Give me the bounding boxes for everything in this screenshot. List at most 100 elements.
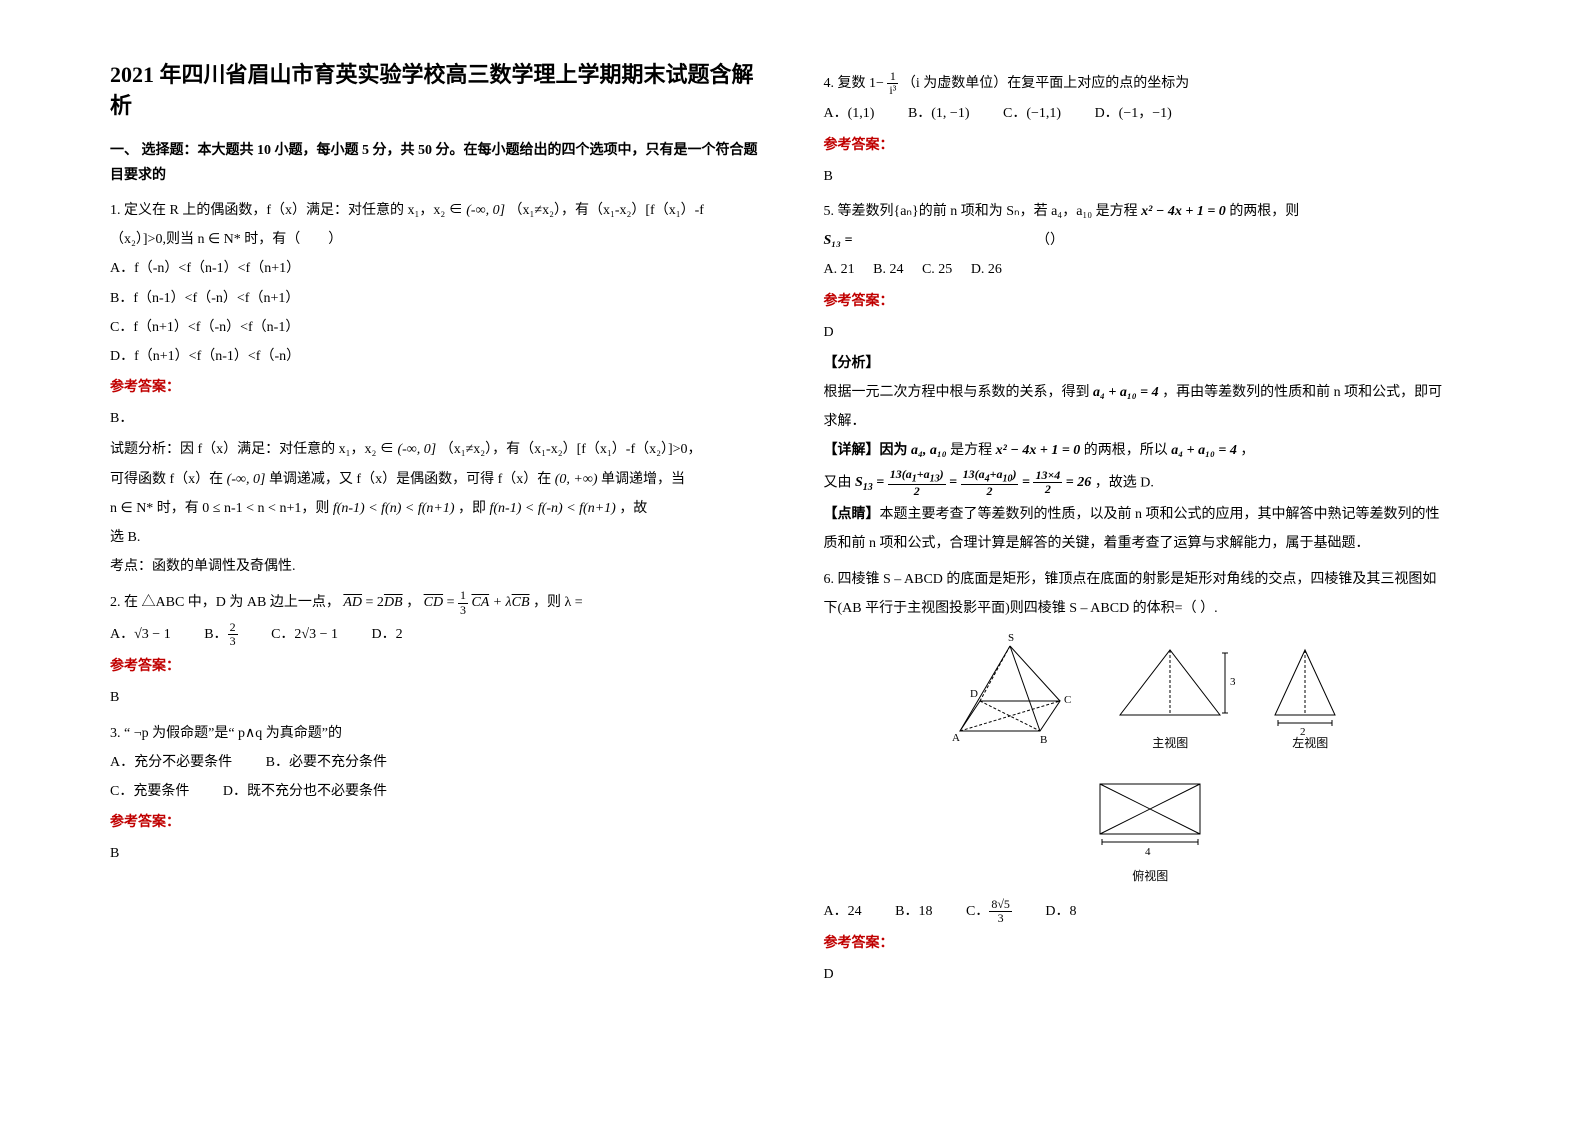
q6-left-view: 2 左视图	[1260, 635, 1360, 754]
q6-top-view-label: 俯视图	[1080, 866, 1220, 888]
q6-optB: B．18	[895, 899, 932, 924]
q2-optA-val: √3 − 1	[134, 627, 171, 642]
q5-ana1-end: ，再由等差数列的性质和前 n 项和公式，即可	[1162, 385, 1442, 400]
q4-answer: B	[824, 164, 1478, 189]
svg-text:4: 4	[1145, 846, 1151, 858]
document-title: 2021 年四川省眉山市育英实验学校高三数学理上学期期末试题含解析	[110, 60, 764, 122]
q5-ana2-sum: a₄ + a₁₀ = 4	[1171, 443, 1237, 458]
q5-ana3-end: ，故选 D.	[1095, 475, 1154, 490]
q3-optC: C．充要条件	[110, 779, 189, 804]
q5-ana2-pre: 【详解】因为	[824, 443, 908, 458]
q1-option-c: C．f（n+1）<f（-n）<f（n-1）	[110, 315, 764, 340]
q1-analysis-6: 考点：函数的单调性及奇偶性.	[110, 554, 764, 579]
q1-analysis-5: 选 B.	[110, 525, 764, 550]
q1-interval-1: (-∞, 0]	[466, 203, 505, 218]
q1-option-d: D．f（n+1）<f（n-1）<f（-n）	[110, 344, 764, 369]
q5-optC: C. 25	[922, 257, 952, 282]
q4-optD: D．(−1，−1)	[1095, 101, 1172, 126]
q2-optB-pre: B．	[204, 627, 227, 642]
q5-stem-pre: 5. 等差数列{aₙ}的前 n 项和为 Sₙ，若 a₄，a₁₀ 是方程	[824, 204, 1138, 219]
q4-optC: C．(−1,1)	[1003, 101, 1061, 126]
q5-ana1-eq: a₄ + a₁₀ = 4	[1093, 385, 1159, 400]
q5-ana3-eq: S13 = 13(a1+a13)2 = 13(a4+a10)2 = 13×42 …	[855, 475, 1095, 490]
q5-ana1b: 求解．	[824, 409, 1478, 434]
q2-eq1r: = 2DB	[366, 595, 403, 610]
q1-analysis-3end: 单调递增，当	[601, 472, 685, 487]
q5-s13: S₁₃ =	[824, 233, 853, 248]
q5-stem-mid: 的两根，则	[1229, 204, 1299, 219]
q5-ana2-mid1: 是方程	[950, 443, 992, 458]
q1-analysis-3a: 可得函数 f（x）在	[110, 472, 223, 487]
q5-ana2-end: ，	[1240, 443, 1254, 458]
q5-optB: B. 24	[873, 257, 903, 282]
question-2: 2. 在 △ABC 中，D 为 AB 边上一点， AD = 2DB ， CD =…	[110, 589, 764, 710]
question-6: 6. 四棱锥 S – ABCD 的底面是矩形，锥顶点在底面的射影是矩形对角线的交…	[824, 567, 1478, 988]
q2-optA-pre: A．	[110, 627, 134, 642]
q3-optD: D．既不充分也不必要条件	[223, 779, 387, 804]
q4-stem-pre: 4. 复数 1−	[824, 76, 884, 91]
q1-analysis-4end: ，故	[619, 501, 647, 516]
q6-answer: D	[824, 962, 1478, 987]
q6-optC-frac: 8√53	[989, 898, 1012, 925]
q1-analysis-3mid: 单调递减，又 f（x）是偶函数，可得 f（x）在	[269, 472, 551, 487]
q5-ana1: 根据一元二次方程中根与系数的关系，得到	[824, 385, 1090, 400]
q5-optD: D. 26	[971, 257, 1002, 282]
q6-left-view-label: 左视图	[1260, 733, 1360, 755]
q2-optD-pre: D．	[372, 627, 396, 642]
right-column: 4. 复数 1− 1i³ （i 为虚数单位）在复平面上对应的点的坐标为 A．(1…	[794, 60, 1508, 1074]
q1-analysis-1a: 试题分析：因 f（x）满足：对任意的 x₁，x₂ ∈	[110, 442, 394, 457]
q6-ref-label: 参考答案：	[824, 931, 1478, 956]
q3-optA: A．充分不必要条件	[110, 750, 232, 775]
q1-analysis-1b: （x₁≠x₂），有（x₁-x₂）[f（x₁）-f（x₂）]>0，	[440, 442, 702, 457]
svg-text:S: S	[1008, 632, 1014, 644]
svg-text:C: C	[1064, 694, 1071, 706]
q6-pyramid-diagram: S A B C D	[940, 631, 1080, 759]
q1-analysis-4f2: f(n-1) < f(-n) < f(n+1)	[490, 501, 616, 516]
q4-ref-label: 参考答案：	[824, 133, 1478, 158]
question-4: 4. 复数 1− 1i³ （i 为虚数单位）在复平面上对应的点的坐标为 A．(1…	[824, 70, 1478, 189]
q1-stem-part3: （x₂）]>0,则当 n ∈ N* 时，有（ ）	[110, 227, 764, 252]
q5-answer: D	[824, 320, 1478, 345]
q2-vec-AD: AD	[343, 595, 362, 610]
section-1-heading: 一、 选择题：本大题共 10 小题，每小题 5 分，共 50 分。在每小题给出的…	[110, 138, 764, 188]
question-3: 3. “ ¬p 为假命题”是“ p∧q 为真命题”的 A．充分不必要条件 B．必…	[110, 721, 764, 867]
q6-stem1: 6. 四棱锥 S – ABCD 的底面是矩形，锥顶点在底面的射影是矩形对角线的交…	[824, 567, 1478, 592]
q3-optB: B．必要不充分条件	[266, 750, 387, 775]
q6-optA: A．24	[824, 899, 862, 924]
q1-stem-part2: （x₁≠x₂），有（x₁-x₂）[f（x₁）-f	[509, 203, 704, 218]
q6-optD: D．8	[1045, 899, 1076, 924]
q4-stem-mid: （i 为虚数单位）在复平面上对应的点的坐标为	[902, 76, 1189, 91]
q2-optC-val: 2√3 − 1	[294, 627, 338, 642]
q1-analysis-int1: (-∞, 0]	[227, 472, 266, 487]
q5-ref-label: 参考答案：	[824, 289, 1478, 314]
question-5: 5. 等差数列{aₙ}的前 n 项和为 Sₙ，若 a₄，a₁₀ 是方程 x² −…	[824, 199, 1478, 557]
q2-vec-CD: CD	[424, 595, 443, 610]
q2-optB-frac: 23	[228, 621, 238, 648]
svg-text:B: B	[1040, 734, 1047, 746]
q6-top-view: 4 俯视图	[1080, 769, 1220, 888]
q1-analysis-4f1: f(n-1) < f(n) < f(n+1)	[333, 501, 455, 516]
left-column: 2021 年四川省眉山市育英实验学校高三数学理上学期期末试题含解析 一、 选择题…	[80, 60, 794, 1074]
q1-answer: B．	[110, 406, 764, 431]
question-1: 1. 定义在 R 上的偶函数，f（x）满足：对任意的 x₁，x₂ ∈ (-∞, …	[110, 198, 764, 579]
q2-stem: 2. 在 △ABC 中，D 为 AB 边上一点，	[110, 595, 340, 610]
q4-frac: 1i³	[887, 70, 898, 97]
q1-analysis-int2: (0, +∞)	[555, 472, 598, 487]
q5-ana2-eq: x² − 4x + 1 = 0	[996, 443, 1081, 458]
q3-answer: B	[110, 841, 764, 866]
q4-optB: B．(1, −1)	[908, 101, 970, 126]
q1-option-b: B．f（n-1）<f（-n）<f（n+1）	[110, 286, 764, 311]
q5-ana4: 本题主要考查了等差数列的性质，以及前 n 项和公式的应用，其中解答中熟记等差数列…	[880, 507, 1440, 522]
pyramid-svg: S A B C D	[940, 631, 1080, 751]
q4-optA: A．(1,1)	[824, 101, 875, 126]
svg-text:D: D	[970, 688, 978, 700]
q2-optC-pre: C．	[271, 627, 294, 642]
q1-analysis-4mid: ，即	[458, 501, 486, 516]
q2-answer: B	[110, 685, 764, 710]
q3-stem: 3. “ ¬p 为假命题”是“ p∧q 为真命题”的	[110, 721, 764, 746]
q6-stem2: 下(AB 平行于主视图投影平面)则四棱锥 S – ABCD 的体积=（ ）.	[824, 596, 1478, 621]
q2-optD-val: 2	[396, 627, 403, 642]
q2-eq-eq: =	[447, 595, 458, 610]
q5-eq: x² − 4x + 1 = 0	[1141, 204, 1226, 219]
q6-main-view: 3 主视图	[1110, 635, 1230, 754]
